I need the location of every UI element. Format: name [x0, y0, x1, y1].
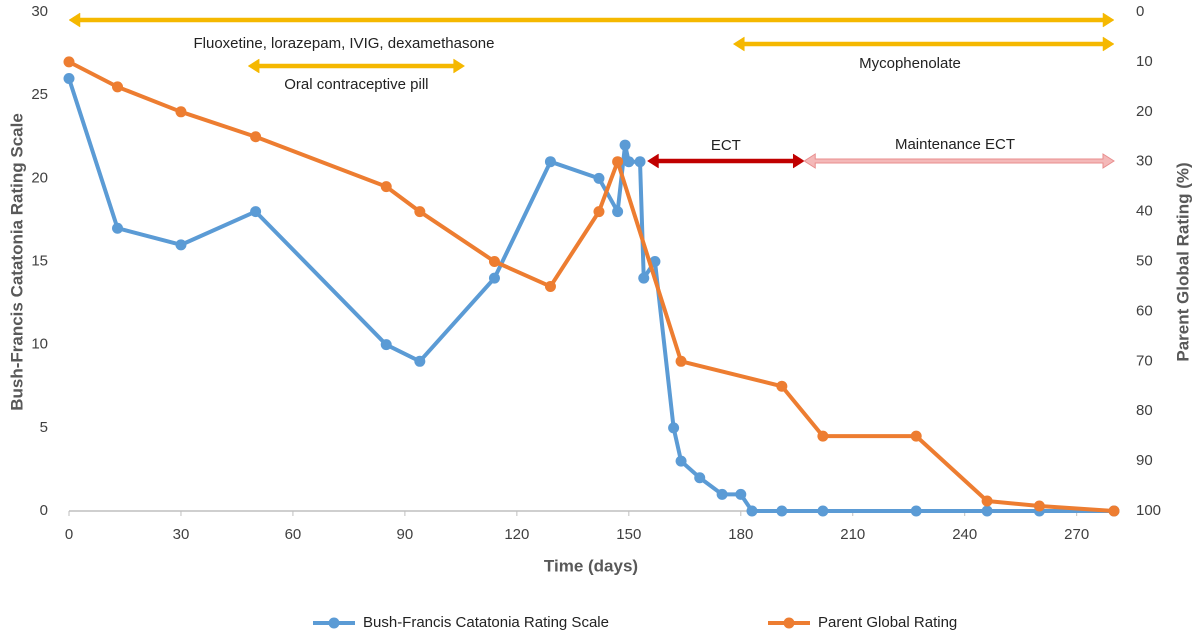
- x-tick-label: 150: [616, 526, 641, 543]
- annotation-arrow: [647, 153, 805, 169]
- y2-tick-label: 60: [1136, 302, 1153, 319]
- data-point: [716, 488, 728, 500]
- y2-tick-label: 90: [1136, 452, 1153, 469]
- y2-tick-label: 10: [1136, 53, 1153, 70]
- annotation-label: Fluoxetine, lorazepam, IVIG, dexamethaso…: [194, 35, 495, 52]
- data-point: [593, 206, 605, 218]
- data-point: [746, 505, 758, 517]
- y-tick-label: 15: [31, 252, 48, 269]
- data-point: [776, 380, 788, 392]
- x-tick-label: 90: [397, 526, 414, 543]
- y2-tick-label: 50: [1136, 252, 1153, 269]
- y-tick-label: 0: [40, 502, 48, 519]
- data-point: [817, 430, 829, 442]
- annotation-arrow: [732, 36, 1115, 52]
- data-point: [694, 472, 706, 484]
- x-tick-label: 240: [952, 526, 977, 543]
- annotation-label: Mycophenolate: [859, 55, 961, 72]
- x-axis-title: Time (days): [544, 556, 638, 575]
- data-point: [593, 172, 605, 184]
- y-tick-label: 10: [31, 336, 48, 353]
- annotation-arrow: [247, 58, 466, 74]
- legend-label: Parent Global Rating: [818, 614, 957, 631]
- y-tick-label: 30: [31, 3, 48, 20]
- data-point: [634, 156, 646, 168]
- data-point: [414, 206, 426, 218]
- y2-tick-label: 30: [1136, 153, 1153, 170]
- x-tick-label: 180: [728, 526, 753, 543]
- data-point: [488, 256, 500, 267]
- y-tick-label: 5: [40, 419, 48, 436]
- data-point: [638, 272, 650, 284]
- x-tick-label: 60: [285, 526, 302, 543]
- x-tick-label: 0: [65, 526, 73, 543]
- data-point: [981, 505, 993, 517]
- series-line: [68, 60, 1115, 513]
- y2-axis-title: Parent Global Rating (%): [1173, 162, 1192, 361]
- y2-tick-label: 80: [1136, 402, 1153, 419]
- data-point: [619, 139, 631, 151]
- y2-tick-label: 40: [1136, 203, 1153, 220]
- x-tick-label: 30: [173, 526, 190, 543]
- data-point: [250, 206, 262, 218]
- data-point: [380, 339, 392, 351]
- data-point: [910, 430, 922, 442]
- data-point: [675, 455, 687, 467]
- data-point: [735, 488, 747, 500]
- data-point: [112, 81, 124, 93]
- data-point: [668, 422, 680, 434]
- data-point: [544, 156, 556, 168]
- data-point: [414, 355, 426, 367]
- data-point: [776, 505, 788, 517]
- annotation-label: ECT: [711, 137, 741, 154]
- data-point: [623, 156, 635, 168]
- y-axis-title: Bush-Francis Catatonia Rating Scale: [7, 113, 26, 411]
- data-point: [250, 131, 262, 143]
- legend-marker: [783, 617, 795, 629]
- annotation-arrow: [68, 12, 1115, 28]
- data-point: [612, 206, 624, 218]
- y2-tick-label: 100: [1136, 502, 1161, 519]
- data-point: [380, 181, 392, 193]
- data-point: [544, 280, 556, 292]
- legend-marker: [328, 617, 340, 629]
- data-point: [175, 239, 187, 251]
- data-point: [675, 355, 687, 367]
- data-point: [112, 222, 124, 234]
- y2-tick-label: 0: [1136, 3, 1144, 20]
- annotation-label: Maintenance ECT: [895, 136, 1015, 153]
- data-point: [910, 505, 922, 517]
- legend-label: Bush-Francis Catatonia Rating Scale: [363, 614, 609, 631]
- x-tick-label: 210: [840, 526, 865, 543]
- data-point: [175, 106, 187, 118]
- data-point: [488, 272, 500, 284]
- data-point: [981, 495, 993, 507]
- data-point: [63, 73, 75, 85]
- x-tick-label: 270: [1064, 526, 1089, 543]
- data-point: [612, 156, 624, 168]
- data-point: [817, 505, 829, 517]
- x-tick-label: 120: [504, 526, 529, 543]
- y-tick-label: 20: [31, 169, 48, 186]
- y-tick-label: 25: [31, 86, 48, 103]
- annotation-arrow: [803, 153, 1115, 169]
- annotation-label: Oral contraceptive pill: [284, 76, 428, 93]
- y2-tick-label: 70: [1136, 352, 1153, 369]
- data-point: [1033, 500, 1045, 512]
- data-point: [63, 56, 75, 68]
- data-point: [1108, 505, 1120, 517]
- y2-tick-label: 20: [1136, 103, 1153, 120]
